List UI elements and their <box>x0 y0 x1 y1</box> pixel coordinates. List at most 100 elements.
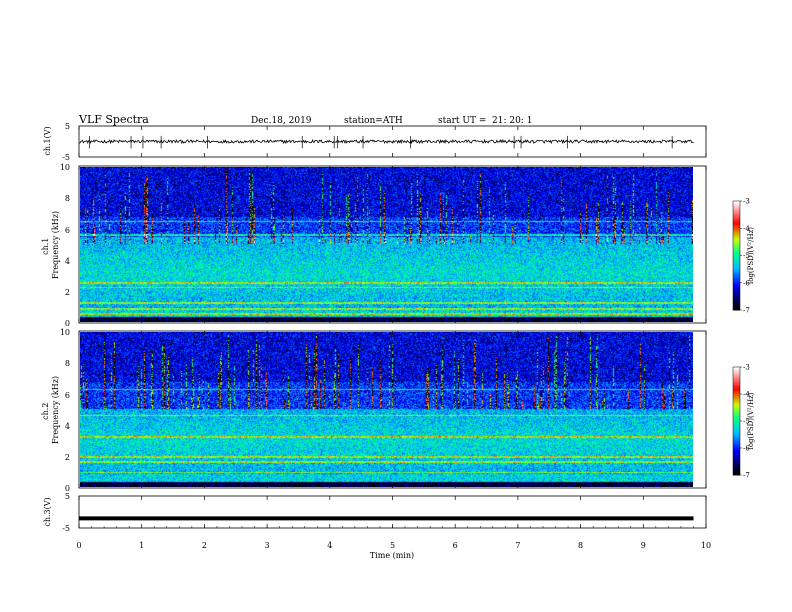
ch1-ytick-neg5: -5 <box>62 153 70 162</box>
ch1-colorbar-cell <box>733 266 740 269</box>
ch2-colorbar-cell <box>733 460 740 463</box>
ch2-colorbar-cell <box>733 386 740 390</box>
ch2-colorbar-cell <box>733 390 740 393</box>
ch2-freq-tick-4: 4 <box>65 422 70 431</box>
ch1-colorbar-label-2: -5 <box>743 252 750 260</box>
ch2-colorbar-title: log(PSD)(V²/Hz) <box>747 392 755 449</box>
ch1-waveform-spikes <box>89 135 673 149</box>
ch2-colorbar-cell <box>733 385 740 388</box>
ch1-colorbar-label-1: -4 <box>743 225 750 233</box>
ch1-colorbar-cell <box>733 220 740 224</box>
ch1-waveform-frame <box>78 125 707 158</box>
start-ut-label: start UT = <box>438 116 486 126</box>
ch2-colorbar-cell <box>733 431 740 435</box>
ch1-colorbar-cell <box>733 270 740 273</box>
ch2-colorbar-cell <box>733 430 740 433</box>
ch1-colorbar-cell <box>733 237 740 240</box>
ch1-colorbar-cell <box>733 226 740 229</box>
ch1-colorbar-cell <box>733 306 740 309</box>
ch1-colorbar-cell <box>733 280 740 284</box>
ch1-colorbar-cell <box>733 300 740 304</box>
ch2-colorbar-cell <box>733 394 740 397</box>
ch1-colorbar: -3 -4 -5 -6 -7 log(PSD)(V²/Hz) <box>732 198 755 315</box>
ch1-colorbar-cell <box>733 255 740 258</box>
ch1-colorbar-cell <box>733 246 740 249</box>
ch1-freq-tick-6: 6 <box>65 226 70 235</box>
time-tick-label-5: 5 <box>390 541 395 550</box>
ch2-colorbar-cell <box>733 419 740 422</box>
ch1-colorbar-label-0: -3 <box>743 198 750 206</box>
ch1-freq-tick-8: 8 <box>65 194 70 203</box>
ch1-waveform-panel: 5 -5 ch.1(V) <box>43 122 707 162</box>
ch1-colorbar-cell <box>733 273 740 276</box>
ch2-colorbar-cell <box>733 440 740 444</box>
ch1-colorbar-cell <box>733 235 740 238</box>
ch2-colorbar-cell <box>733 449 740 453</box>
ch2-colorbar-cell <box>733 399 740 402</box>
time-tick-label-0: 0 <box>76 541 81 550</box>
ch2-colorbar-label-0: -3 <box>743 364 750 372</box>
ch2-colorbar-cell <box>733 467 740 471</box>
station-label: station=ATH <box>344 116 403 126</box>
ch1-colorbar-cell <box>733 297 740 300</box>
ch1-colorbar-cell <box>733 286 740 289</box>
ch1-spectrogram-yticks: 10 8 6 4 2 0 <box>60 163 70 328</box>
ch2-spectrogram-ylabel-line2: Frequency (kHz) <box>51 376 60 444</box>
ch1-colorbar-cell <box>733 293 740 296</box>
ch2-colorbar-cell <box>733 426 740 429</box>
time-tick-label-2: 2 <box>202 541 207 550</box>
ch1-colorbar-cell <box>733 204 740 207</box>
ch1-colorbar-cell <box>733 279 740 282</box>
ch2-colorbar-cell <box>733 413 740 417</box>
start-ut-value: 21: 20: 1 <box>492 116 532 126</box>
time-axis-label: Time (min) <box>370 551 414 560</box>
ch1-colorbar-cell <box>733 211 740 215</box>
ch1-colorbar-cell <box>733 253 740 256</box>
ch1-colorbar-cell <box>733 213 740 217</box>
ch3-waveform-frame <box>78 495 707 529</box>
ch1-freq-tick-10: 10 <box>60 163 70 172</box>
ch2-colorbar-cell <box>733 374 740 377</box>
time-tick-label-6: 6 <box>453 541 458 550</box>
ch2-spectrogram-image <box>80 332 693 487</box>
ch2-colorbar-cell <box>733 392 740 395</box>
ch2-colorbar-cell <box>733 466 740 469</box>
ch2-colorbar-label-4: -7 <box>743 472 750 480</box>
ch1-colorbar-cell <box>733 202 740 206</box>
ch2-colorbar-cell <box>733 410 740 413</box>
ch1-colorbar-cell <box>733 215 740 218</box>
time-tick-label-9: 9 <box>641 541 646 550</box>
ch1-colorbar-label-4: -7 <box>743 307 750 315</box>
ch2-freq-tick-8: 8 <box>65 359 70 368</box>
time-axis: 0 1 2 3 4 5 6 7 8 9 10 <box>76 126 711 550</box>
ch2-colorbar-cell <box>733 473 740 476</box>
ch1-colorbar-cell <box>733 219 740 222</box>
ch2-colorbar-cell <box>733 421 740 424</box>
ch2-colorbar-cell <box>733 437 740 440</box>
ch1-colorbar-cell <box>733 275 740 278</box>
ch2-colorbar-cell <box>733 422 740 426</box>
ch2-colorbar-cell <box>733 464 740 467</box>
ch2-colorbar-cell <box>733 397 740 400</box>
ch2-colorbar-cell <box>733 446 740 449</box>
ch1-colorbar-cell <box>733 230 740 233</box>
ch2-spectrogram-ylabel-line1: ch.2 <box>41 403 50 420</box>
ch1-colorbar-cell <box>733 224 740 227</box>
ch1-colorbar-cell <box>733 299 740 302</box>
ch2-spectrogram-panel: 10 8 6 4 2 0 ch.2 Frequency (kHz) <box>41 328 707 493</box>
ch2-colorbar-cell <box>733 406 740 409</box>
ch2-colorbar-cell <box>733 458 740 462</box>
ch1-waveform-ylabel: ch.1(V) <box>43 126 52 155</box>
ch2-colorbar-cell <box>733 451 740 454</box>
ch2-spectrogram-yticks: 10 8 6 4 2 0 <box>60 328 70 493</box>
ch2-colorbar-cell <box>733 401 740 404</box>
ch1-colorbar-cell <box>733 208 740 211</box>
ch1-freq-tick-2: 2 <box>65 288 70 297</box>
ch2-colorbar-cell <box>733 379 740 382</box>
ch1-colorbar-cell <box>733 206 740 209</box>
ch2-colorbar-cell <box>733 448 740 451</box>
ch1-colorbar-cell <box>733 257 740 260</box>
ch1-spectrogram-ylabel: ch.1 Frequency (kHz) <box>41 211 60 279</box>
ch2-colorbar-cell <box>733 439 740 442</box>
ch2-colorbar-label-3: -6 <box>743 445 750 453</box>
